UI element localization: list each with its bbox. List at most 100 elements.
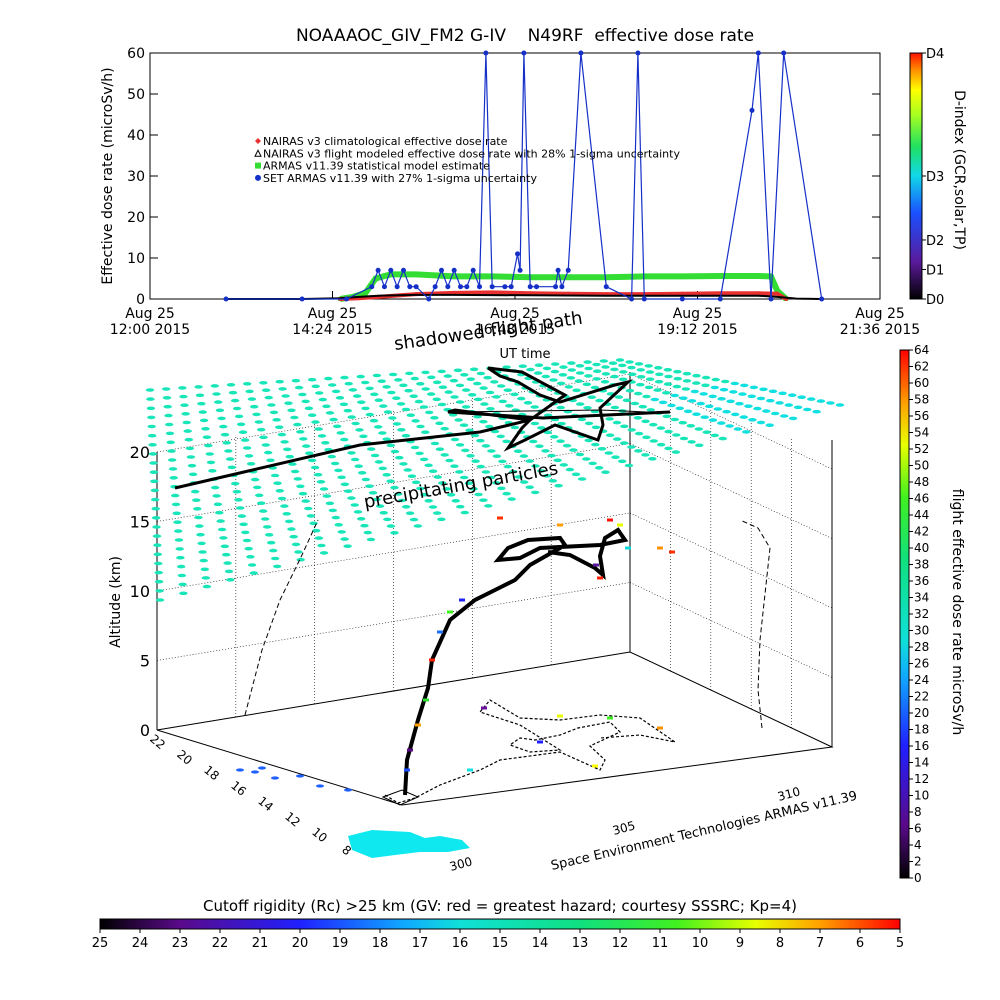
cutoff-grid-dot [437, 402, 447, 407]
cutoff-grid-dot [812, 409, 821, 414]
cutoff-grid-dot [250, 404, 259, 409]
cutoff-grid-dot [442, 487, 451, 491]
cutoff-grid-dot [440, 453, 449, 457]
legend-label: NAIRAS v3 climatological effective dose … [263, 135, 508, 148]
cutoff-grid-dot [325, 501, 335, 506]
cutoff-grid-dot [717, 421, 726, 425]
cutoff-grid-dot [413, 524, 423, 528]
cutoff-grid-dot [315, 391, 324, 395]
cutoff-grid-dot [664, 446, 673, 451]
cutoff-grid-dot [625, 388, 635, 393]
cutoff-grid-dot [167, 449, 176, 453]
series-point [407, 284, 413, 290]
cutoff-grid-dot [721, 379, 730, 384]
cutoff-grid-dot [636, 382, 645, 387]
cutoff-grid-dot [481, 444, 491, 448]
cutoff-grid-dot [658, 400, 668, 405]
series-point [223, 296, 229, 302]
cutoff-grid-dot [165, 422, 174, 427]
cutoff-grid-dot [591, 425, 601, 430]
cutoff-grid-dot [644, 364, 653, 368]
x-tick-label: Aug 25 [855, 306, 905, 322]
dose-colorbar [899, 349, 910, 879]
dose-colorbar-label: flight effective dose rate microSv/h [949, 489, 965, 735]
cutoff-grid-dot [756, 396, 766, 401]
cutoff-grid-dot [534, 363, 544, 368]
cutoff-grid-dot [392, 422, 402, 426]
series-point [381, 284, 387, 290]
cutoff-grid-dot [646, 408, 655, 412]
cutoff-grid-dot [775, 401, 784, 405]
cutoff-grid-dot [611, 455, 620, 460]
cutoff-grid-dot [308, 413, 317, 418]
series-point [768, 296, 774, 302]
cutoff-grid-dot [530, 421, 540, 426]
cutoff-grid-dot [231, 481, 240, 486]
cutoff-grid-dot [222, 441, 231, 445]
cutoff-grid-dot [612, 420, 622, 425]
cutoff-grid-dot [749, 385, 759, 390]
cutoff-grid-dot [172, 511, 181, 516]
dose-colorbar-tick-label: 4 [914, 838, 922, 852]
cutoff-grid-dot [394, 492, 403, 496]
cutoff-grid-dot [374, 460, 384, 464]
cutoff-grid-dot [502, 439, 511, 444]
cutoff-grid-dot [416, 424, 425, 429]
cutoff-grid-dot [328, 508, 337, 513]
cutoff-grid-dot [427, 375, 436, 380]
cutoff-grid-dot [147, 424, 156, 429]
cutoff-grid-dot [155, 589, 164, 593]
x-tick-label: Aug 25 [490, 306, 540, 322]
cutoff-grid-dot [388, 416, 397, 420]
cutoff-grid-dot [222, 552, 231, 557]
flight-dose-point [415, 723, 421, 727]
cutoff-grid-dot [575, 371, 585, 375]
cutoff-grid-dot [366, 537, 376, 542]
cutoff-grid-dot [250, 477, 260, 482]
dose-colorbar-tick-label: 60 [914, 376, 929, 390]
cutoff-grid-dot [242, 446, 252, 450]
flight-dose-point [669, 550, 675, 554]
cutoff-grid-dot [261, 388, 271, 393]
cutoff-grid-dot [336, 431, 345, 435]
series-point [502, 284, 508, 290]
cutoff-grid-dot [574, 379, 584, 383]
flight-path-layer [174, 366, 771, 804]
cutoff-grid-dot [653, 388, 662, 392]
cutoff-grid-dot [398, 498, 407, 503]
cutoff-colorbar-tick-label: 10 [692, 936, 709, 951]
cutoff-grid-dot [711, 377, 720, 382]
cutoff-grid-dot [278, 387, 287, 391]
cutoff-grid-dot [550, 369, 560, 374]
cutoff-grid-dot [153, 552, 162, 557]
cutoff-grid-dot [329, 417, 338, 422]
cutoff-grid-dot [530, 405, 539, 409]
series-point [515, 251, 521, 257]
cutoff-grid-dot [313, 472, 323, 477]
cutoff-grid-dot [541, 374, 550, 379]
cutoff-grid-dot [492, 481, 501, 485]
cutoff-grid-dot [576, 402, 585, 406]
series-point [775, 288, 780, 293]
cutoff-grid-dot [642, 435, 651, 440]
cutoff-grid-dot [437, 369, 446, 374]
cutoff-grid-dot [419, 405, 429, 409]
cutoff-grid-dot [310, 465, 320, 470]
legend-marker [254, 149, 262, 157]
cutoff-grid-dot [186, 455, 196, 459]
cutoff-grid-dot [664, 429, 673, 434]
cutoff-grid-dot [599, 359, 608, 363]
cutoff-grid-dot [197, 401, 206, 406]
cutoff-grid-dot [644, 385, 654, 390]
cutoff-grid-dot [454, 418, 463, 422]
depth-tick-label: 20 [174, 747, 195, 768]
cutoff-grid-dot [451, 499, 460, 503]
cutoff-grid-dot [572, 388, 581, 393]
cutoff-grid-dot [347, 451, 356, 455]
cutoff-grid-dot [718, 436, 727, 441]
cutoff-grid-dot [604, 451, 613, 455]
cutoff-grid-dot [470, 433, 480, 438]
cutoff-grid-dot [435, 421, 444, 426]
cutoff-grid-dot [379, 404, 388, 408]
depth-tick-label: 14 [255, 794, 276, 815]
